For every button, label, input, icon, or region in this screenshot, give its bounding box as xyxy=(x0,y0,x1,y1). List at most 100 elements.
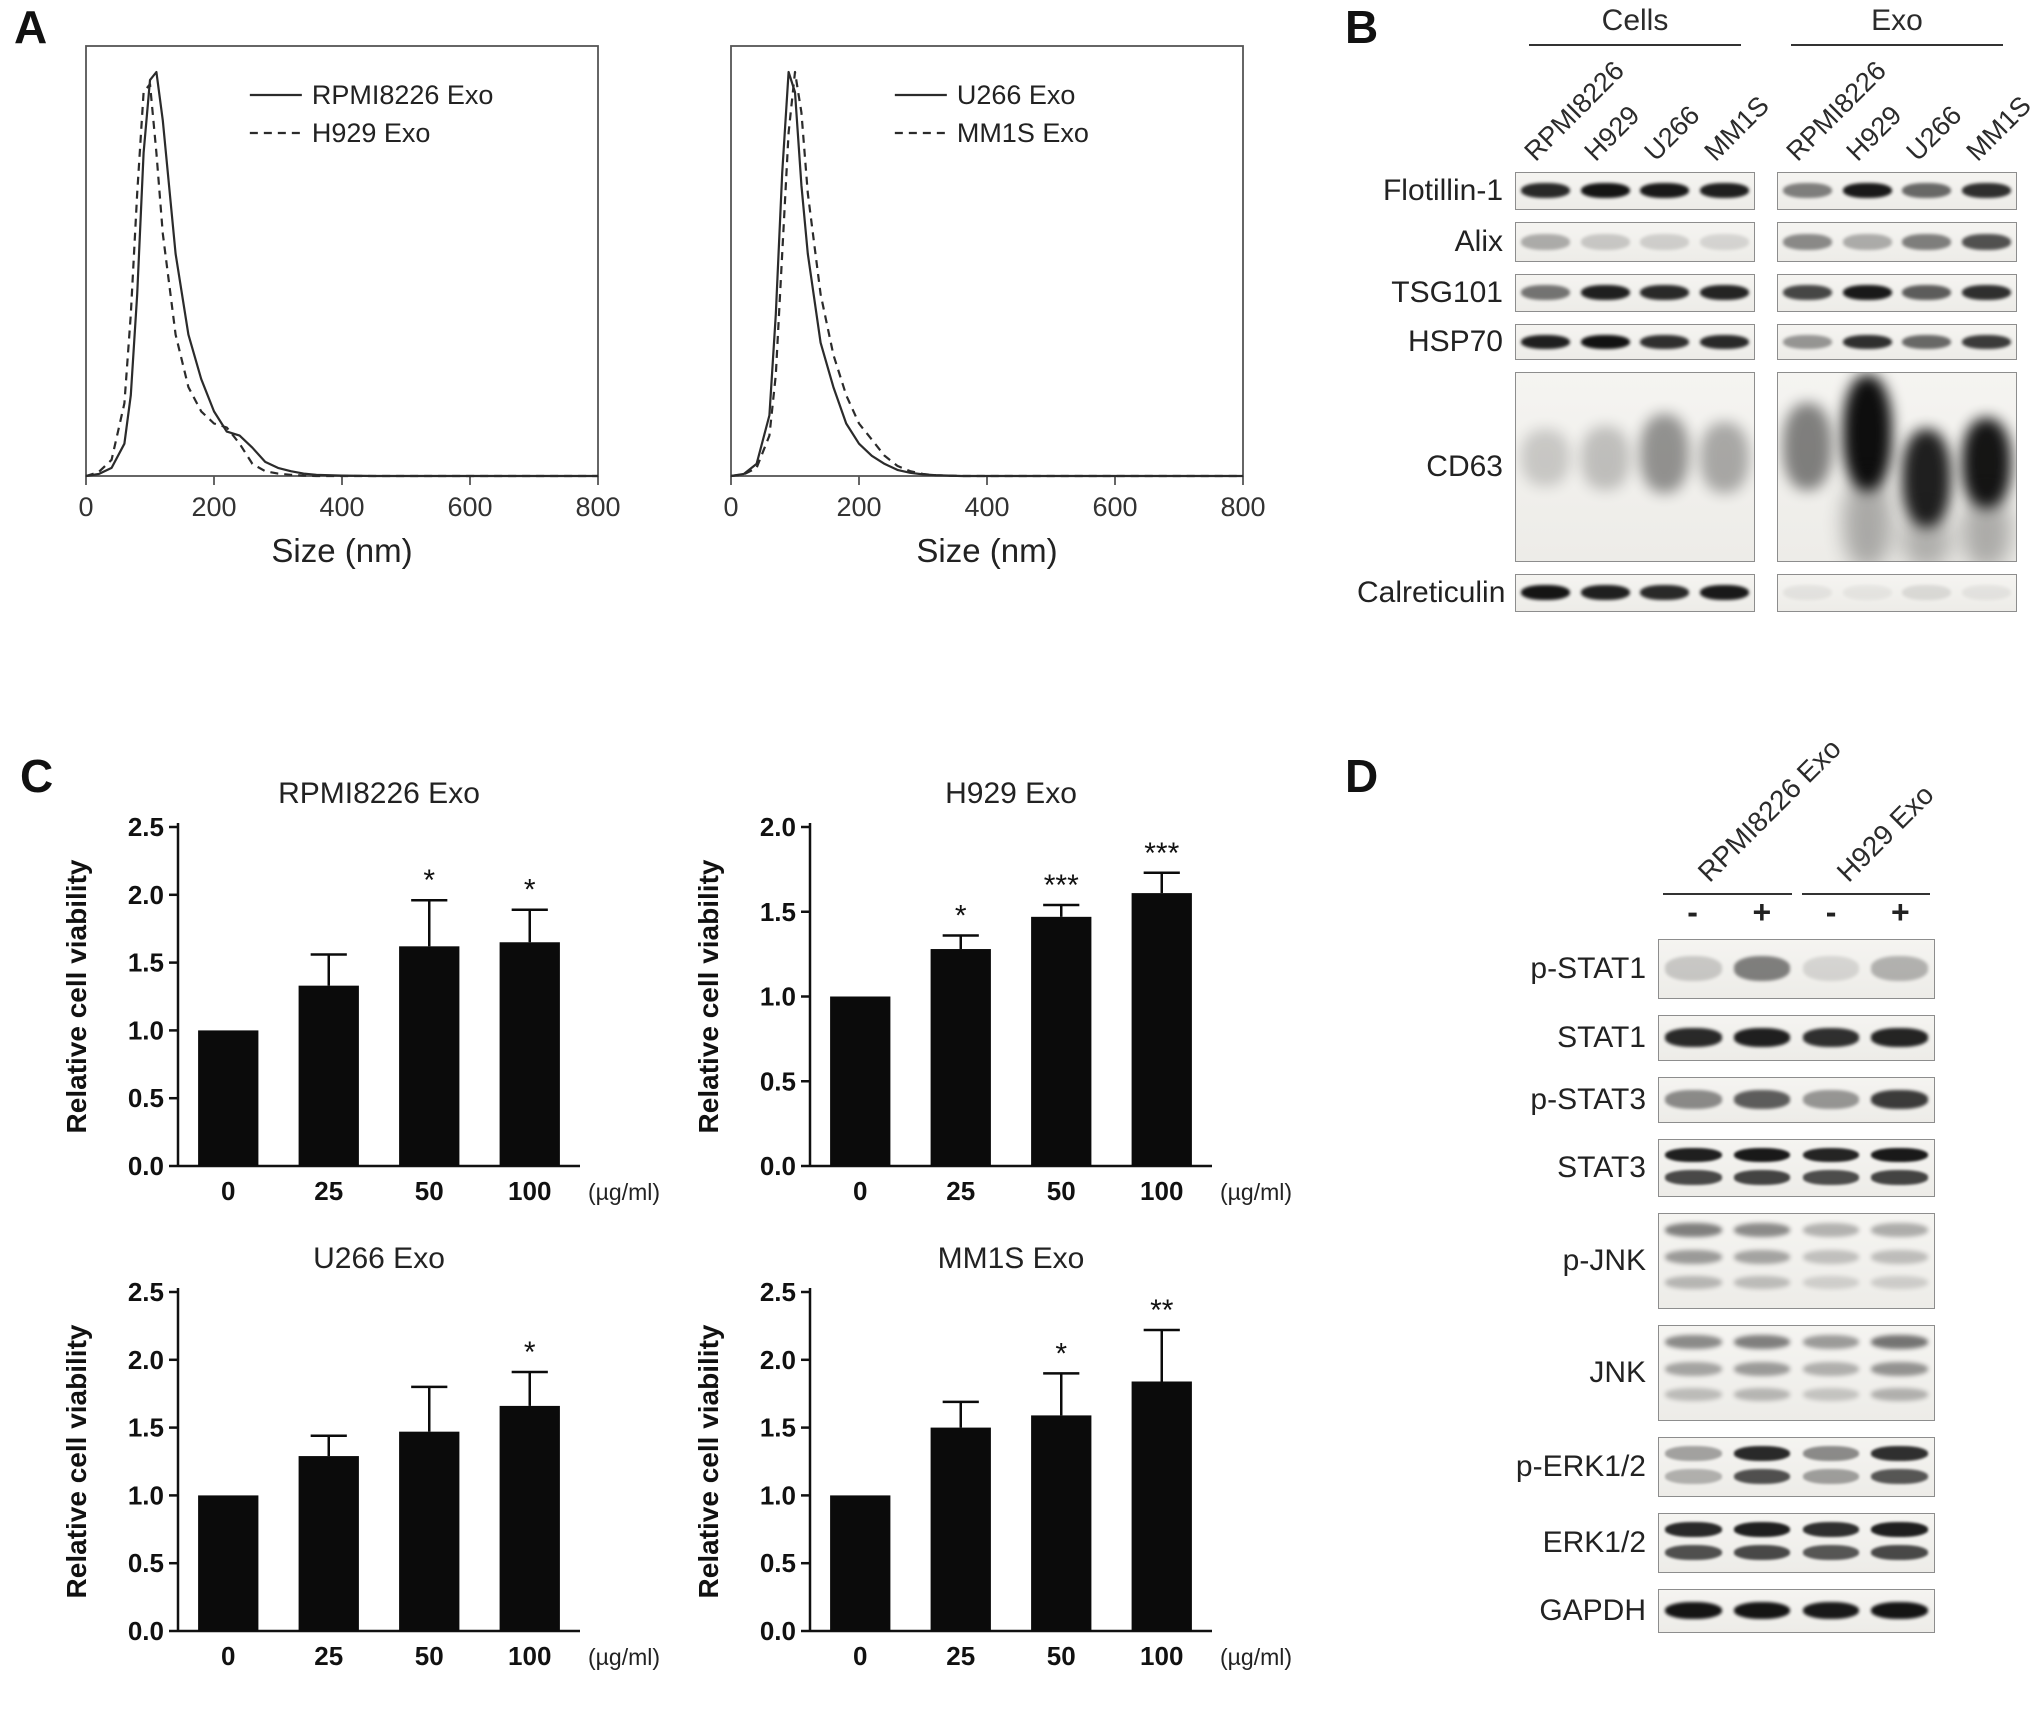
x-tick-label: 0 xyxy=(723,492,738,522)
bar xyxy=(198,1030,259,1166)
blot-image xyxy=(1658,1213,1935,1309)
blot-band xyxy=(1842,233,1892,250)
bar xyxy=(298,1456,359,1631)
exo-treatment-headers: RPMI8226 Exo H929 Exo xyxy=(1357,733,1939,895)
series-line-h929-exo xyxy=(85,82,598,478)
blot-band xyxy=(1871,1361,1928,1376)
group-header-label: Exo xyxy=(1791,4,2003,46)
viability-bar-charts: RPMI8226 Exo Relative cell viability 0.0 0.… xyxy=(60,771,1302,1681)
y-tick-label: 0.5 xyxy=(760,1066,796,1096)
blot-band xyxy=(1802,1170,1860,1185)
blot-image xyxy=(1658,1139,1935,1197)
nta-size-chart-1: 0 200 400 600 800 Size (nm) RPMI8226 Exo H929 E… xyxy=(78,45,620,569)
blot-band xyxy=(1783,183,1833,199)
y-tick-label: 1.0 xyxy=(760,982,796,1012)
blot-band xyxy=(1842,334,1892,349)
protein-label-p-stat1: p-STAT1 xyxy=(1530,952,1646,986)
blot-band xyxy=(1580,585,1630,601)
blot-band xyxy=(1699,285,1749,301)
bar xyxy=(499,1405,560,1631)
y-tick-label: 0.0 xyxy=(760,1151,796,1181)
blot-band xyxy=(1665,1335,1722,1350)
blot-band xyxy=(1640,183,1690,199)
blot-band xyxy=(1842,585,1892,601)
x-tick-label: 25 xyxy=(946,1641,975,1671)
x-tick-label: 100 xyxy=(1140,1641,1183,1671)
blot-row-flotillin-1: Flotillin-1 xyxy=(1357,172,2017,210)
x-tick-label: 50 xyxy=(415,1641,444,1671)
blot-image xyxy=(1658,1015,1935,1061)
protein-label-flotillin-1: Flotillin-1 xyxy=(1382,174,1503,208)
blot-band xyxy=(1580,233,1630,250)
lane-labels-group-2: RPMI8226 H929 U266 MM1S xyxy=(1777,50,2031,166)
blot-band xyxy=(1733,1170,1791,1185)
blot-band xyxy=(1871,1601,1928,1620)
blot-band xyxy=(1665,1361,1722,1376)
signaling-blot-grid: RPMI8226 Exo H929 Exo - + - + p-STAT1 STAT1 p-ST… xyxy=(1357,733,1939,1649)
blot-image xyxy=(1777,574,2017,612)
panel-b-letter: B xyxy=(1345,1,1379,53)
bar xyxy=(298,985,359,1166)
blot-band xyxy=(1802,1469,1860,1485)
blot-band xyxy=(1902,512,1952,561)
x-tick-label: 100 xyxy=(508,1641,551,1671)
blot-band xyxy=(1665,1223,1722,1238)
blot-band xyxy=(1699,421,1749,494)
bar xyxy=(930,1427,991,1631)
lane-labels-row: RPMI8226 H929 U266 MM1S RPMI8226 H929 U266 MM1S xyxy=(1357,50,2031,166)
blot-band xyxy=(1802,1361,1860,1376)
y-tick-label: 1.5 xyxy=(760,1413,796,1443)
group-underline-1 xyxy=(1663,893,1792,895)
y-tick-label: 0.5 xyxy=(760,1548,796,1578)
blot-band xyxy=(1733,1223,1791,1238)
bar xyxy=(1031,1415,1092,1631)
legend-label: MM1S Exo xyxy=(957,118,1089,148)
blot-band xyxy=(1665,1090,1722,1109)
panel-a-size-distribution: A 0 200 400 600 800 Size (nm) RPMI8226 Exo H929… xyxy=(14,4,1314,704)
x-unit-label: (µg/ml) xyxy=(588,1179,660,1205)
protein-label-gapdh: GAPDH xyxy=(1539,1594,1646,1628)
blot-band xyxy=(1733,1522,1791,1538)
blot-band xyxy=(1802,1090,1860,1109)
significance-label: * xyxy=(955,899,967,932)
y-tick-label: 2.0 xyxy=(128,1345,164,1375)
bar xyxy=(1131,893,1192,1166)
blot-band xyxy=(1802,1446,1860,1462)
blot-band xyxy=(1733,1028,1791,1047)
blot-image xyxy=(1515,574,1755,612)
blot-band xyxy=(1961,233,2011,250)
blot-band xyxy=(1961,585,2011,601)
y-tick-label: 1.5 xyxy=(760,897,796,927)
x-tick-label: 25 xyxy=(314,1641,343,1671)
x-tick-label: 600 xyxy=(1092,492,1137,522)
panel-d-signaling-blots: D RPMI8226 Exo H929 Exo - + - + p-STAT1 STAT1 p-… xyxy=(1345,733,2031,1717)
blot-band xyxy=(1665,1545,1722,1561)
bar xyxy=(1131,1381,1192,1631)
blot-band xyxy=(1521,429,1571,486)
blot-band xyxy=(1665,1522,1722,1538)
blot-band xyxy=(1699,183,1749,199)
viability-chart-3: U266 Exo Relative cell viability 0.0 0.5 1.0… xyxy=(61,1242,660,1671)
blot-band xyxy=(1802,1388,1860,1402)
blot-image xyxy=(1777,324,2017,360)
y-tick-label: 0.0 xyxy=(128,1616,164,1646)
x-unit-label: (µg/ml) xyxy=(588,1644,660,1670)
blot-band xyxy=(1802,1545,1860,1561)
significance-label: *** xyxy=(1044,869,1079,902)
y-tick-label: 0.5 xyxy=(128,1548,164,1578)
y-axis-label: Relative cell viability xyxy=(61,1324,92,1598)
panel-c-viability-charts: C RPMI8226 Exo Relative cell viability 0.0… xyxy=(20,745,1330,1715)
y-tick-label: 0.5 xyxy=(128,1083,164,1113)
blot-band xyxy=(1871,1249,1928,1264)
lane-signs-row: - + - + xyxy=(1357,894,1935,933)
blot-band xyxy=(1665,1170,1722,1185)
blot-band xyxy=(1842,374,1892,492)
blot-band xyxy=(1783,585,1833,601)
x-tick-label: 25 xyxy=(314,1176,343,1206)
blot-band xyxy=(1699,233,1749,250)
blot-band xyxy=(1665,1249,1722,1264)
y-tick-label: 1.0 xyxy=(128,1480,164,1510)
blot-band xyxy=(1665,956,1722,981)
bar xyxy=(399,946,460,1166)
blot-band xyxy=(1802,1028,1860,1047)
